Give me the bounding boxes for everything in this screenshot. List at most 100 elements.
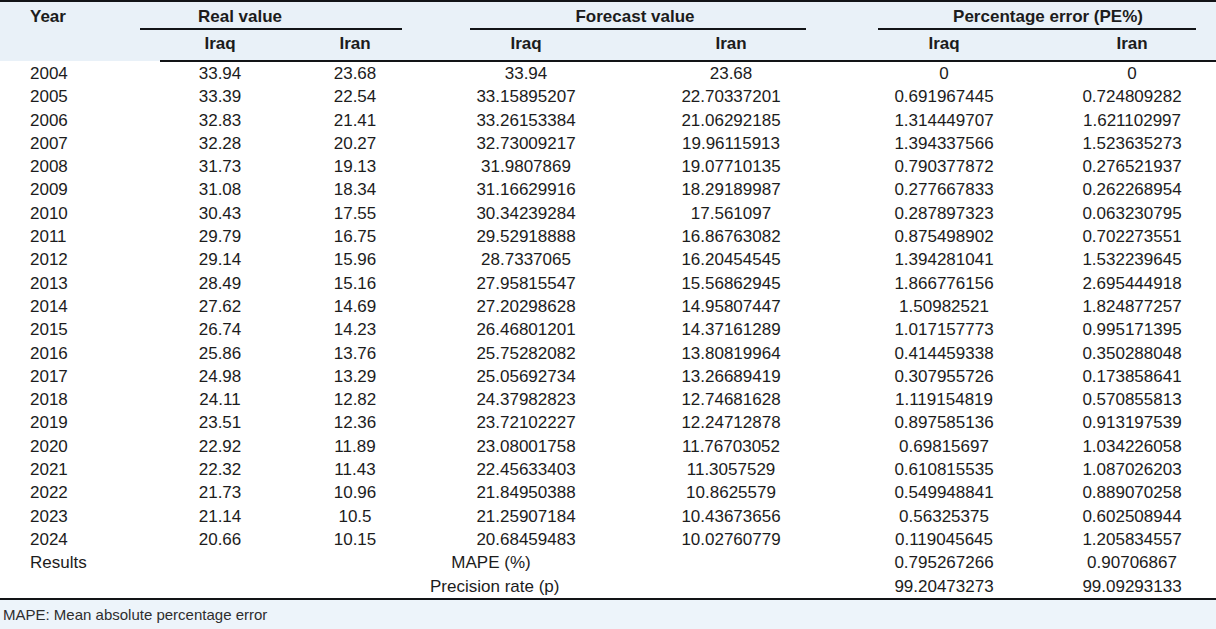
results-label: Results [0,551,160,574]
table-row: 2004 33.94 23.68 33.94 23.68 0 0 [0,61,1216,85]
pe-iran-cell: 0.889070258 [1048,481,1216,504]
empty-cell [280,575,430,598]
pe-iraq-cell: 1.017157773 [840,318,1048,341]
year-cell: 2018 [0,388,160,411]
real-iraq-cell: 22.92 [160,435,280,458]
real-iraq-cell: 28.49 [160,272,280,295]
table-row: 2008 31.73 19.13 31.9807869 19.07710135 … [0,155,1216,178]
forecast-iran-cell: 10.8625579 [622,481,840,504]
year-cell: 2020 [0,435,160,458]
table-row: 2011 29.79 16.75 29.52918888 16.86763082… [0,225,1216,248]
real-iran-cell: 11.43 [280,458,430,481]
pe-iraq-cell: 0.307955726 [840,365,1048,388]
pe-iran-cell: 0.276521937 [1048,155,1216,178]
mape-metric-label: MAPE (%) [430,551,622,574]
pe-iran-cell: 0.702273551 [1048,225,1216,248]
pe-iraq-cell: 1.50982521 [840,295,1048,318]
forecast-value-group-label: Forecast value [575,7,694,26]
real-iran-header: Iran [280,31,430,61]
forecast-iraq-cell: 33.26153384 [430,109,622,132]
pe-iraq-cell: 0.790377872 [840,155,1048,178]
forecast-iraq-cell: 23.72102227 [430,411,622,434]
year-cell: 2009 [0,178,160,201]
real-iran-cell: 13.76 [280,342,430,365]
real-iran-cell: 23.68 [280,61,430,85]
pe-iraq-cell: 0.691967445 [840,85,1048,108]
forecast-iran-cell: 12.24712878 [622,411,840,434]
forecast-iraq-cell: 23.08001758 [430,435,622,458]
real-iraq-cell: 29.14 [160,248,280,271]
empty-cell [622,551,840,574]
year-cell: 2011 [0,225,160,248]
table-row: 2018 24.11 12.82 24.37982823 12.74681628… [0,388,1216,411]
forecast-iran-cell: 10.43673656 [622,505,840,528]
real-iraq-cell: 30.43 [160,202,280,225]
table-row: 2005 33.39 22.54 33.15895207 22.70337201… [0,85,1216,108]
forecast-iran-cell: 19.07710135 [622,155,840,178]
pe-iraq-cell: 0.875498902 [840,225,1048,248]
pe-iran-cell: 0.262268954 [1048,178,1216,201]
forecast-iran-cell: 18.29189987 [622,178,840,201]
forecast-iraq-cell: 31.16629916 [430,178,622,201]
empty-cell [160,551,280,574]
real-iran-cell: 14.69 [280,295,430,318]
year-header-label: Year [30,7,66,26]
year-column-header: Year [0,1,160,61]
real-value-group-header: Real value [160,1,430,31]
pe-iraq-cell: 0.414459338 [840,342,1048,365]
pe-iraq-cell: 1.119154819 [840,388,1048,411]
forecast-iraq-header: Iraq [430,31,622,61]
percentage-error-group-label: Percentage error (PE%) [953,7,1143,26]
real-iran-cell: 15.96 [280,248,430,271]
precision-iran-value: 99.09293133 [1048,575,1216,598]
pe-iran-cell: 1.523635273 [1048,132,1216,155]
forecast-iran-cell: 16.86763082 [622,225,840,248]
real-iraq-cell: 27.62 [160,295,280,318]
table-row: 2015 26.74 14.23 26.46801201 14.37161289… [0,318,1216,341]
forecast-iran-cell: 17.561097 [622,202,840,225]
pe-iraq-cell: 1.314449707 [840,109,1048,132]
table-row: 2023 21.14 10.5 21.25907184 10.43673656 … [0,505,1216,528]
year-cell: 2023 [0,505,160,528]
pe-iran-cell: 0.350288048 [1048,342,1216,365]
forecast-iraq-cell: 25.05692734 [430,365,622,388]
year-cell: 2006 [0,109,160,132]
table-row: 2022 21.73 10.96 21.84950388 10.8625579 … [0,481,1216,504]
forecast-iraq-cell: 25.75282082 [430,342,622,365]
forecast-iraq-cell: 21.25907184 [430,505,622,528]
pe-iraq-cell: 1.394281041 [840,248,1048,271]
real-iran-cell: 13.29 [280,365,430,388]
pe-iran-cell: 0.602508944 [1048,505,1216,528]
pe-iraq-cell: 0.549948841 [840,481,1048,504]
forecast-iran-cell: 21.06292185 [622,109,840,132]
year-cell: 2016 [0,342,160,365]
real-iraq-cell: 22.32 [160,458,280,481]
forecast-iran-cell: 10.02760779 [622,528,840,551]
table-row: 2021 22.32 11.43 22.45633403 11.3057529 … [0,458,1216,481]
pe-iran-header: Iran [1048,31,1216,61]
pe-iran-cell: 1.621102997 [1048,109,1216,132]
table-row: 2017 24.98 13.29 25.05692734 13.26689419… [0,365,1216,388]
forecast-iran-cell: 11.3057529 [622,458,840,481]
table-row: 2009 31.08 18.34 31.16629916 18.29189987… [0,178,1216,201]
mape-iraq-value: 0.795267266 [840,551,1048,574]
year-cell: 2019 [0,411,160,434]
real-iran-cell: 21.41 [280,109,430,132]
real-iran-cell: 14.23 [280,318,430,341]
mape-iran-value: 0.90706867 [1048,551,1216,574]
pe-iran-cell: 1.034226058 [1048,435,1216,458]
real-iran-cell: 10.15 [280,528,430,551]
pe-iran-cell: 1.824877257 [1048,295,1216,318]
forecast-iran-cell: 23.68 [622,61,840,85]
table-row: 2010 30.43 17.55 30.34239284 17.561097 0… [0,202,1216,225]
real-iraq-cell: 29.79 [160,225,280,248]
pe-iran-cell: 2.695444918 [1048,272,1216,295]
pe-iran-cell: 1.205834557 [1048,528,1216,551]
year-cell: 2015 [0,318,160,341]
table-body: 2004 33.94 23.68 33.94 23.68 0 0 2005 33… [0,61,1216,551]
real-iran-cell: 20.27 [280,132,430,155]
year-cell: 2012 [0,248,160,271]
forecast-iraq-cell: 33.15895207 [430,85,622,108]
pe-iran-cell: 0.995171395 [1048,318,1216,341]
real-iraq-cell: 21.73 [160,481,280,504]
